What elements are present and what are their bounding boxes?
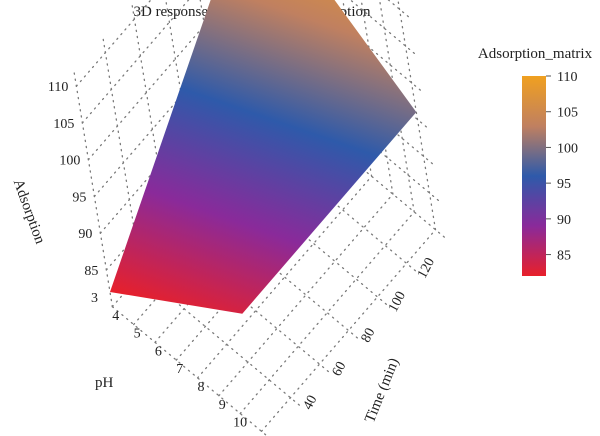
grid-line: [311, 0, 423, 93]
grid-line: [198, 205, 360, 341]
z-tick-label: 90: [78, 227, 92, 242]
grid-line: [273, 30, 435, 166]
y-tick-label: 8: [198, 380, 205, 395]
grid-line: [218, 193, 394, 397]
z-tick-label: 100: [59, 154, 80, 169]
grid-line: [196, 175, 373, 379]
grid-line: [239, 211, 415, 415]
grid-line: [102, 37, 143, 274]
grid-line: [279, 67, 441, 203]
colorbar-ticks: 85 90 95 100 105 110: [546, 70, 578, 264]
grid-line: [175, 157, 351, 361]
grid-line: [154, 140, 330, 343]
x-tick-label: 40: [301, 393, 321, 412]
grid-line: [260, 229, 437, 432]
colorbar-tick-label: 85: [557, 249, 571, 264]
z-axis-ticks: 85 90 95 100 105 110: [48, 80, 98, 279]
y-tick-label: 9: [219, 398, 226, 413]
z-tick-label: 85: [84, 264, 98, 279]
colorbar-title: Adsorption_matrix: [478, 46, 593, 62]
y-tick-label: 5: [134, 327, 141, 342]
colorbar-tick-label: 110: [557, 70, 577, 85]
grid-line: [111, 306, 269, 436]
x-tick-label: 60: [330, 359, 350, 378]
colorbar-tick-label: 95: [557, 177, 571, 192]
y-tick-label: 7: [176, 362, 183, 377]
grid-line: [140, 272, 302, 408]
response-surface: [110, 0, 417, 314]
y-axis-title: pH: [95, 375, 114, 391]
colorbar-tick-label: 100: [557, 141, 578, 156]
y-tick-label: 4: [112, 309, 119, 324]
x-tick-label: 80: [359, 326, 379, 345]
x-tick-label: 120: [415, 256, 438, 282]
z-tick-label: 110: [48, 80, 68, 95]
z-axis-title: Adsorption: [10, 177, 48, 246]
colorbar: [522, 76, 546, 276]
x-axis-ticks: 40 60 80 100 120: [301, 256, 438, 413]
grid-line: [169, 238, 331, 374]
grid-line: [165, 0, 201, 207]
grid-line: [227, 171, 389, 307]
y-tick-label: 6: [155, 344, 162, 359]
y-tick-label: 3: [91, 291, 98, 306]
z-tick-label: 105: [53, 117, 74, 132]
x-tick-label: 100: [386, 289, 409, 315]
grid-line: [256, 138, 418, 273]
x-axis-title: Time (min): [362, 356, 402, 425]
colorbar-tick-label: 105: [557, 106, 578, 121]
grid-line: [73, 70, 114, 308]
grid-line: [349, 0, 417, 56]
z-tick-label: 95: [72, 190, 86, 205]
grid-line: [131, 3, 172, 241]
grid-line: [285, 104, 447, 240]
y-tick-label: 10: [233, 416, 247, 431]
colorbar-tick-label: 90: [557, 213, 571, 228]
